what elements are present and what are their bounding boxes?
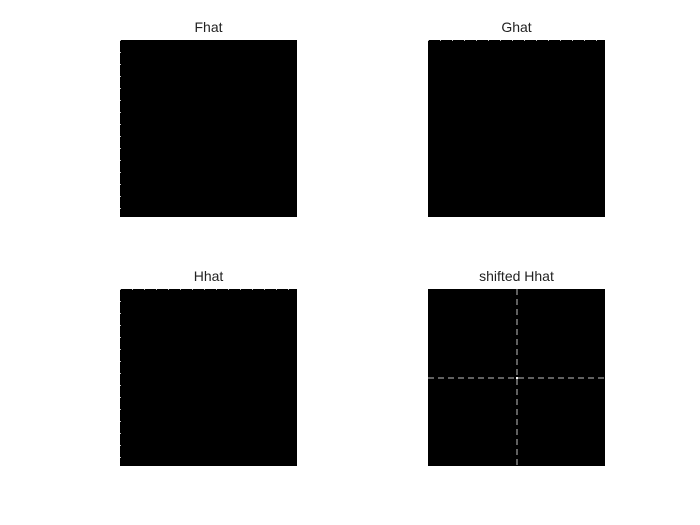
panel-ghat: Ghat (428, 19, 605, 217)
image-hhat (120, 289, 297, 466)
panel-hhat: Hhat (120, 268, 297, 466)
panel-title-fhat: Fhat (194, 19, 223, 35)
panel-title-hhat: Hhat (193, 268, 224, 284)
panel-shifted-hhat: shifted Hhat (428, 268, 605, 466)
image-ghat (428, 40, 605, 217)
image-fhat (120, 40, 297, 217)
panel-title-ghat: Ghat (501, 19, 532, 35)
image-shifted-hhat (428, 289, 605, 466)
center-dot (516, 377, 518, 379)
panel-fhat: Fhat (120, 19, 297, 217)
panel-title-shifted-hhat: shifted Hhat (479, 268, 554, 284)
